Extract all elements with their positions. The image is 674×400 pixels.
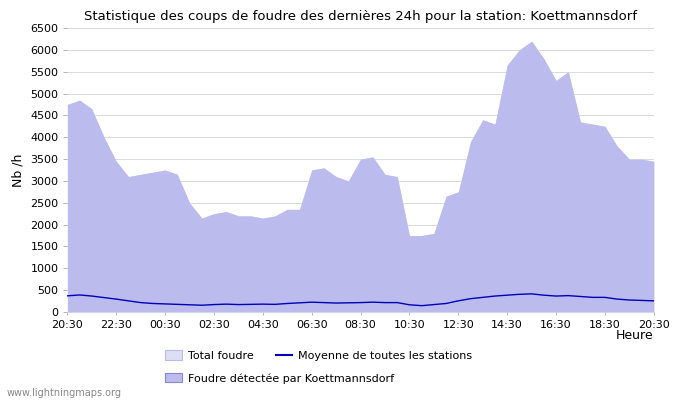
Legend: Foudre détectée par Koettmannsdorf: Foudre détectée par Koettmannsdorf	[161, 369, 398, 388]
Y-axis label: Nb /h: Nb /h	[11, 153, 25, 187]
Text: Heure: Heure	[616, 329, 654, 342]
Text: www.lightningmaps.org: www.lightningmaps.org	[7, 388, 122, 398]
Title: Statistique des coups de foudre des dernières 24h pour la station: Koettmannsdor: Statistique des coups de foudre des dern…	[84, 10, 637, 23]
